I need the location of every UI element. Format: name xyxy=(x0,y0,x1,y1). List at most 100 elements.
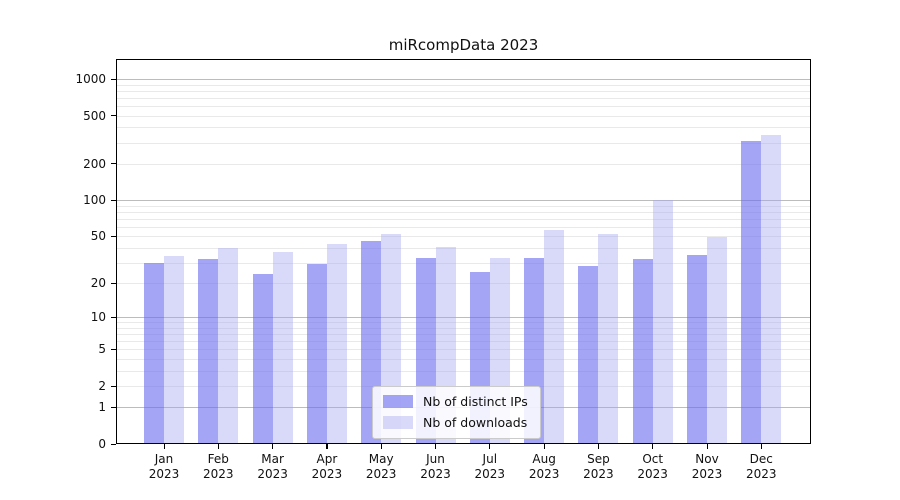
gridline-3 xyxy=(116,370,811,372)
y-tick-label-5: 5 xyxy=(98,342,106,357)
bar-distinct-ips-feb-2023 xyxy=(198,259,219,444)
x-tick-label-dec-2023: Dec 2023 xyxy=(729,452,793,482)
x-tick-label-nov-2023: Nov 2023 xyxy=(675,452,739,482)
x-tick-label-jul-2023: Jul 2023 xyxy=(458,452,522,482)
y-tick-mark-2 xyxy=(111,385,116,387)
y-tick-label-2: 2 xyxy=(98,379,106,393)
x-tick-label-line: 2023 xyxy=(691,467,723,481)
y-tick-label-10: 10 xyxy=(90,310,106,325)
x-tick-label-line: Mar xyxy=(261,452,284,466)
x-tick-label-line: Feb xyxy=(207,452,229,466)
x-tick-mark-jul-2023 xyxy=(489,444,491,449)
gridline-4 xyxy=(116,359,811,360)
x-tick-mark-nov-2023 xyxy=(706,444,708,449)
x-tick-label-line: 2023 xyxy=(420,467,451,481)
gridline-90 xyxy=(116,205,811,207)
y-tick-label-50: 50 xyxy=(90,229,106,244)
x-tick-mark-jan-2023 xyxy=(163,444,165,449)
bar-downloads-sep-2023 xyxy=(598,234,619,444)
x-tick-label-line: 2023 xyxy=(637,467,668,481)
x-tick-label-aug-2023: Aug 2023 xyxy=(512,452,576,482)
y-tick-mark-500 xyxy=(111,115,116,117)
y-tick-label-20: 20 xyxy=(90,276,106,291)
bar-distinct-ips-nov-2023 xyxy=(687,254,707,444)
y-tick-mark-100 xyxy=(111,199,116,201)
x-tick-label-line: 2023 xyxy=(746,467,777,481)
gridline-9 xyxy=(116,322,811,324)
legend-item-distinct-ips: Nb of distinct IPs xyxy=(383,394,528,409)
y-tick-label-100: 100 xyxy=(83,193,106,208)
y-tick-mark-0 xyxy=(111,443,116,445)
gridline-1000 xyxy=(116,79,811,80)
gridline-100 xyxy=(116,200,811,202)
x-tick-label-line: Oct xyxy=(642,452,664,466)
x-tick-mark-jun-2023 xyxy=(435,444,437,449)
legend-label-downloads: Nb of downloads xyxy=(423,415,528,430)
x-tick-mark-oct-2023 xyxy=(652,444,654,449)
gridline-80 xyxy=(116,211,811,213)
legend-item-downloads: Nb of downloads xyxy=(383,415,528,430)
x-tick-label-line: Nov xyxy=(695,452,719,466)
y-tick-label-1000: 1000 xyxy=(75,72,106,86)
y-tick-mark-1 xyxy=(111,406,116,409)
gridline-50 xyxy=(116,236,811,238)
legend: Nb of distinct IPs Nb of downloads xyxy=(372,386,541,439)
x-tick-label-line: Dec xyxy=(749,452,773,466)
x-tick-label-line: Jul xyxy=(482,452,498,466)
gridline-900 xyxy=(116,84,811,86)
gridline-8 xyxy=(116,327,811,329)
gridline-5 xyxy=(116,349,811,351)
gridline-40 xyxy=(116,247,811,249)
gridline-10 xyxy=(116,317,811,319)
x-tick-mark-aug-2023 xyxy=(543,444,545,449)
y-tick-mark-200 xyxy=(111,163,116,165)
gridline-20 xyxy=(116,283,811,285)
x-tick-label-line: 2023 xyxy=(528,467,560,481)
x-tick-label-line: 2023 xyxy=(257,467,288,481)
gridline-800 xyxy=(116,90,811,92)
bar-distinct-ips-jan-2023 xyxy=(144,262,164,444)
x-tick-label-line: May xyxy=(368,452,394,466)
x-tick-mark-dec-2023 xyxy=(760,444,762,449)
chart-title: miRcompData 2023 xyxy=(388,36,539,54)
x-tick-label-line: 2023 xyxy=(583,467,614,481)
gridline-700 xyxy=(116,97,811,99)
bar-downloads-aug-2023 xyxy=(544,230,565,444)
bar-distinct-ips-dec-2023 xyxy=(741,140,762,444)
y-tick-label-1: 1 xyxy=(98,400,106,415)
legend-label-distinct-ips: Nb of distinct IPs xyxy=(423,394,528,409)
x-tick-label-line: 2023 xyxy=(311,467,343,481)
gridline-6 xyxy=(116,341,811,343)
bar-downloads-apr-2023 xyxy=(326,244,347,444)
x-tick-label-sep-2023: Sep 2023 xyxy=(566,452,630,482)
x-tick-mark-feb-2023 xyxy=(217,444,219,449)
x-tick-label-jun-2023: Jun 2023 xyxy=(404,452,468,482)
bar-distinct-ips-sep-2023 xyxy=(578,266,599,444)
x-tick-label-line: Apr xyxy=(316,452,338,466)
x-tick-label-oct-2023: Oct 2023 xyxy=(621,452,685,482)
gridline-200 xyxy=(116,163,811,165)
bar-distinct-ips-oct-2023 xyxy=(632,259,653,444)
x-tick-label-feb-2023: Feb 2023 xyxy=(186,452,250,482)
gridline-60 xyxy=(116,226,811,228)
bar-distinct-ips-apr-2023 xyxy=(306,264,327,444)
x-tick-mark-apr-2023 xyxy=(326,444,328,449)
y-tick-label-500: 500 xyxy=(83,108,106,123)
plot-area: Nb of distinct IPs Nb of downloads xyxy=(116,59,811,444)
y-tick-label-200: 200 xyxy=(83,156,106,171)
x-tick-label-line: Sep xyxy=(587,452,610,466)
x-tick-label-line: 2023 xyxy=(474,467,506,481)
bar-downloads-jan-2023 xyxy=(164,256,184,444)
x-tick-label-line: Aug xyxy=(532,452,556,466)
y-tick-mark-10 xyxy=(111,316,116,318)
x-tick-mark-may-2023 xyxy=(380,444,382,449)
gridline-500 xyxy=(116,115,811,117)
x-tick-label-jan-2023: Jan 2023 xyxy=(132,452,196,482)
gridline-30 xyxy=(116,262,811,264)
x-tick-label-line: 2023 xyxy=(148,467,180,481)
bar-downloads-dec-2023 xyxy=(761,135,782,444)
x-tick-mark-sep-2023 xyxy=(597,444,600,449)
bar-downloads-feb-2023 xyxy=(218,247,239,444)
x-tick-label-line: 2023 xyxy=(365,467,397,481)
x-tick-label-apr-2023: Apr 2023 xyxy=(295,452,359,482)
